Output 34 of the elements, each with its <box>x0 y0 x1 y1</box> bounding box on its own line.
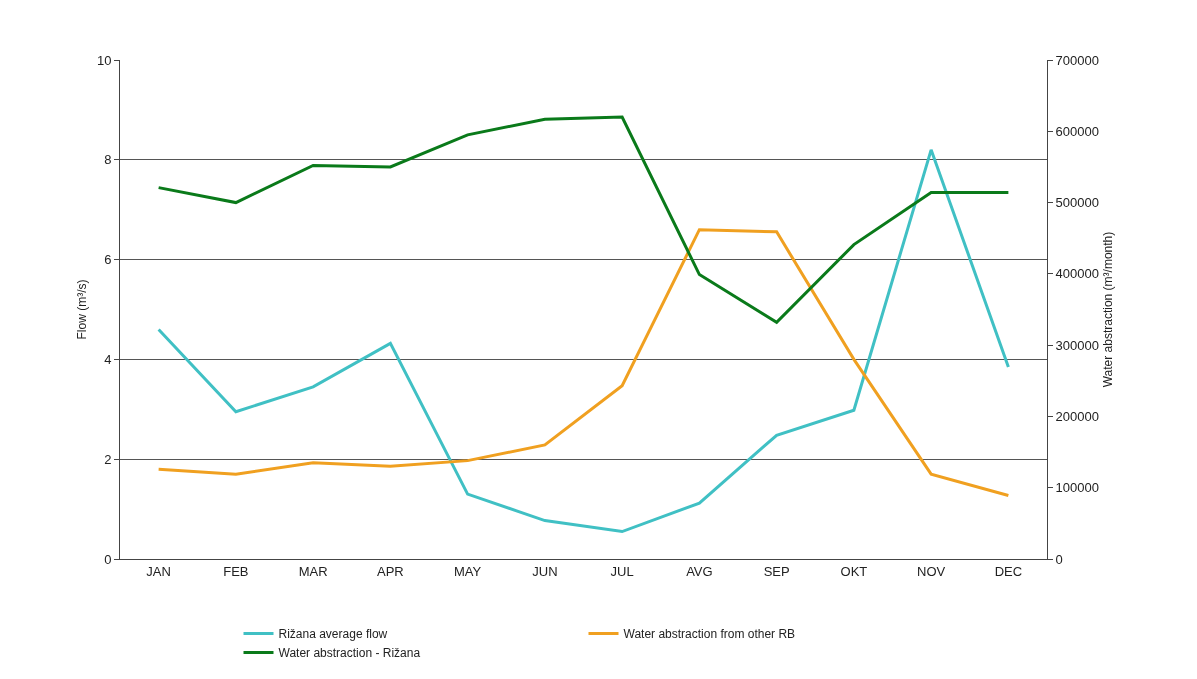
y-tick-label: 10 <box>96 52 112 68</box>
y-tick-label: 4 <box>104 351 112 367</box>
line-series <box>157 115 1010 324</box>
y-axis-title: Flow (m³/s) <box>75 279 89 340</box>
y2-tick-label: 400000 <box>1055 266 1099 282</box>
x-tick-label: JUL <box>610 563 634 579</box>
y-tick-label: 8 <box>104 152 112 168</box>
y2-tick-label: 500000 <box>1055 195 1099 211</box>
line-series <box>157 148 1010 534</box>
line-series <box>157 228 1010 498</box>
x-tick-label: SEP <box>763 563 790 579</box>
y2-tick-label: 100000 <box>1055 480 1099 496</box>
y-tick-label: 0 <box>104 551 112 567</box>
y2-tick-label: 300000 <box>1055 337 1099 353</box>
y-tick-label: 2 <box>104 451 112 467</box>
x-tick-label: MAY <box>454 563 482 579</box>
y-tick-label: 6 <box>104 252 112 268</box>
legend-label: Water abstraction from other RB <box>623 627 796 642</box>
y2-axis-title: Water abstraction (m³/month) <box>1100 231 1115 388</box>
y2-tick-label: 700000 <box>1055 52 1099 68</box>
x-tick-label: OKT <box>840 563 868 579</box>
x-tick-label: FEB <box>223 563 249 579</box>
x-tick-label: JUN <box>532 563 558 579</box>
x-tick-label: AVG <box>686 563 713 579</box>
x-tick-label: MAR <box>298 563 328 579</box>
x-tick-label: NOV <box>917 563 946 579</box>
y2-tick-label: 0 <box>1055 551 1063 567</box>
legend-label: Rižana average flow <box>278 627 388 642</box>
x-tick-label: DEC <box>994 563 1023 579</box>
y2-tick-label: 600000 <box>1055 123 1099 139</box>
legend-label: Water abstraction - Rižana <box>278 646 421 661</box>
y2-tick-label: 200000 <box>1055 408 1099 424</box>
x-tick-label: APR <box>377 563 404 579</box>
x-tick-label: JAN <box>146 563 171 579</box>
